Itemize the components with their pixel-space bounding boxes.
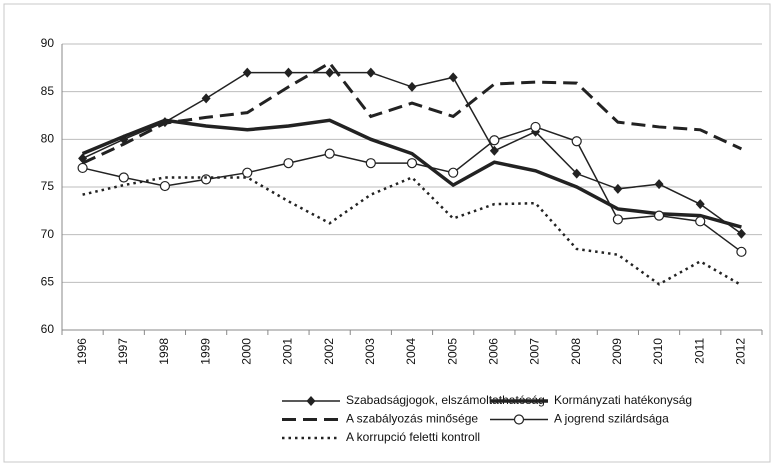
x-tick-label: 2010 <box>651 338 665 365</box>
legend-label: A szabályozás minősége <box>346 412 478 426</box>
marker <box>613 183 623 194</box>
x-tick-label: 1998 <box>157 338 171 365</box>
marker <box>653 210 665 221</box>
y-tick-label: 75 <box>41 179 55 193</box>
x-tick-label: 2001 <box>281 338 295 365</box>
legend-label: Szabadságjogok, elszámoltathatóság <box>346 393 545 407</box>
marker <box>365 158 376 169</box>
x-tick-label: 2008 <box>569 338 583 365</box>
x-tick-label: 2000 <box>239 338 253 365</box>
marker <box>242 167 253 178</box>
x-tick-label: 2004 <box>404 338 418 365</box>
marker <box>572 168 582 179</box>
marker <box>654 179 664 190</box>
marker <box>448 72 458 83</box>
marker <box>695 216 706 227</box>
x-tick-label: 2006 <box>487 338 501 365</box>
legend-marker <box>513 414 525 425</box>
marker <box>325 67 335 78</box>
marker <box>736 246 747 257</box>
marker <box>283 158 294 169</box>
legend-label: Kormányzati hatékonyság <box>554 393 692 407</box>
marker <box>448 167 459 178</box>
series-line <box>82 175 743 287</box>
x-tick-label: 2007 <box>528 338 542 365</box>
chart-border <box>3 3 771 463</box>
marker <box>283 67 293 78</box>
x-tick-label: 2009 <box>610 338 624 365</box>
y-tick-label: 70 <box>41 227 55 241</box>
marker <box>366 67 376 78</box>
marker <box>118 172 129 183</box>
marker <box>77 162 88 174</box>
marker <box>201 174 212 185</box>
marker <box>736 228 746 239</box>
x-tick-label: 1997 <box>116 338 130 365</box>
marker <box>571 136 582 147</box>
x-tick-label: 1996 <box>75 338 89 365</box>
marker <box>406 158 418 169</box>
y-tick-label: 85 <box>41 84 55 98</box>
marker <box>324 148 335 159</box>
marker <box>159 180 171 192</box>
legend-marker <box>306 396 316 406</box>
series-line <box>81 118 742 229</box>
legend-label: A korrupció feletti kontroll <box>346 430 480 444</box>
marker <box>530 121 541 133</box>
x-tick-label: 2011 <box>692 338 706 364</box>
marker <box>489 145 499 156</box>
x-tick-label: 2012 <box>734 338 748 365</box>
marker <box>242 67 252 78</box>
x-tick-label: 2003 <box>363 338 377 365</box>
x-tick-label: 2005 <box>445 338 459 365</box>
y-tick-label: 60 <box>41 322 55 336</box>
y-tick-label: 80 <box>41 132 55 146</box>
marker <box>612 214 623 225</box>
x-tick-label: 1999 <box>198 338 212 365</box>
series-line <box>81 61 743 165</box>
marker <box>489 135 500 146</box>
y-tick-label: 65 <box>41 275 55 289</box>
marker <box>201 93 211 104</box>
marker <box>695 199 705 210</box>
legend-label: A jogrend szilárdsága <box>554 412 669 426</box>
x-tick-label: 2002 <box>322 338 336 365</box>
marker <box>407 81 417 92</box>
y-tick-label: 90 <box>41 36 55 50</box>
